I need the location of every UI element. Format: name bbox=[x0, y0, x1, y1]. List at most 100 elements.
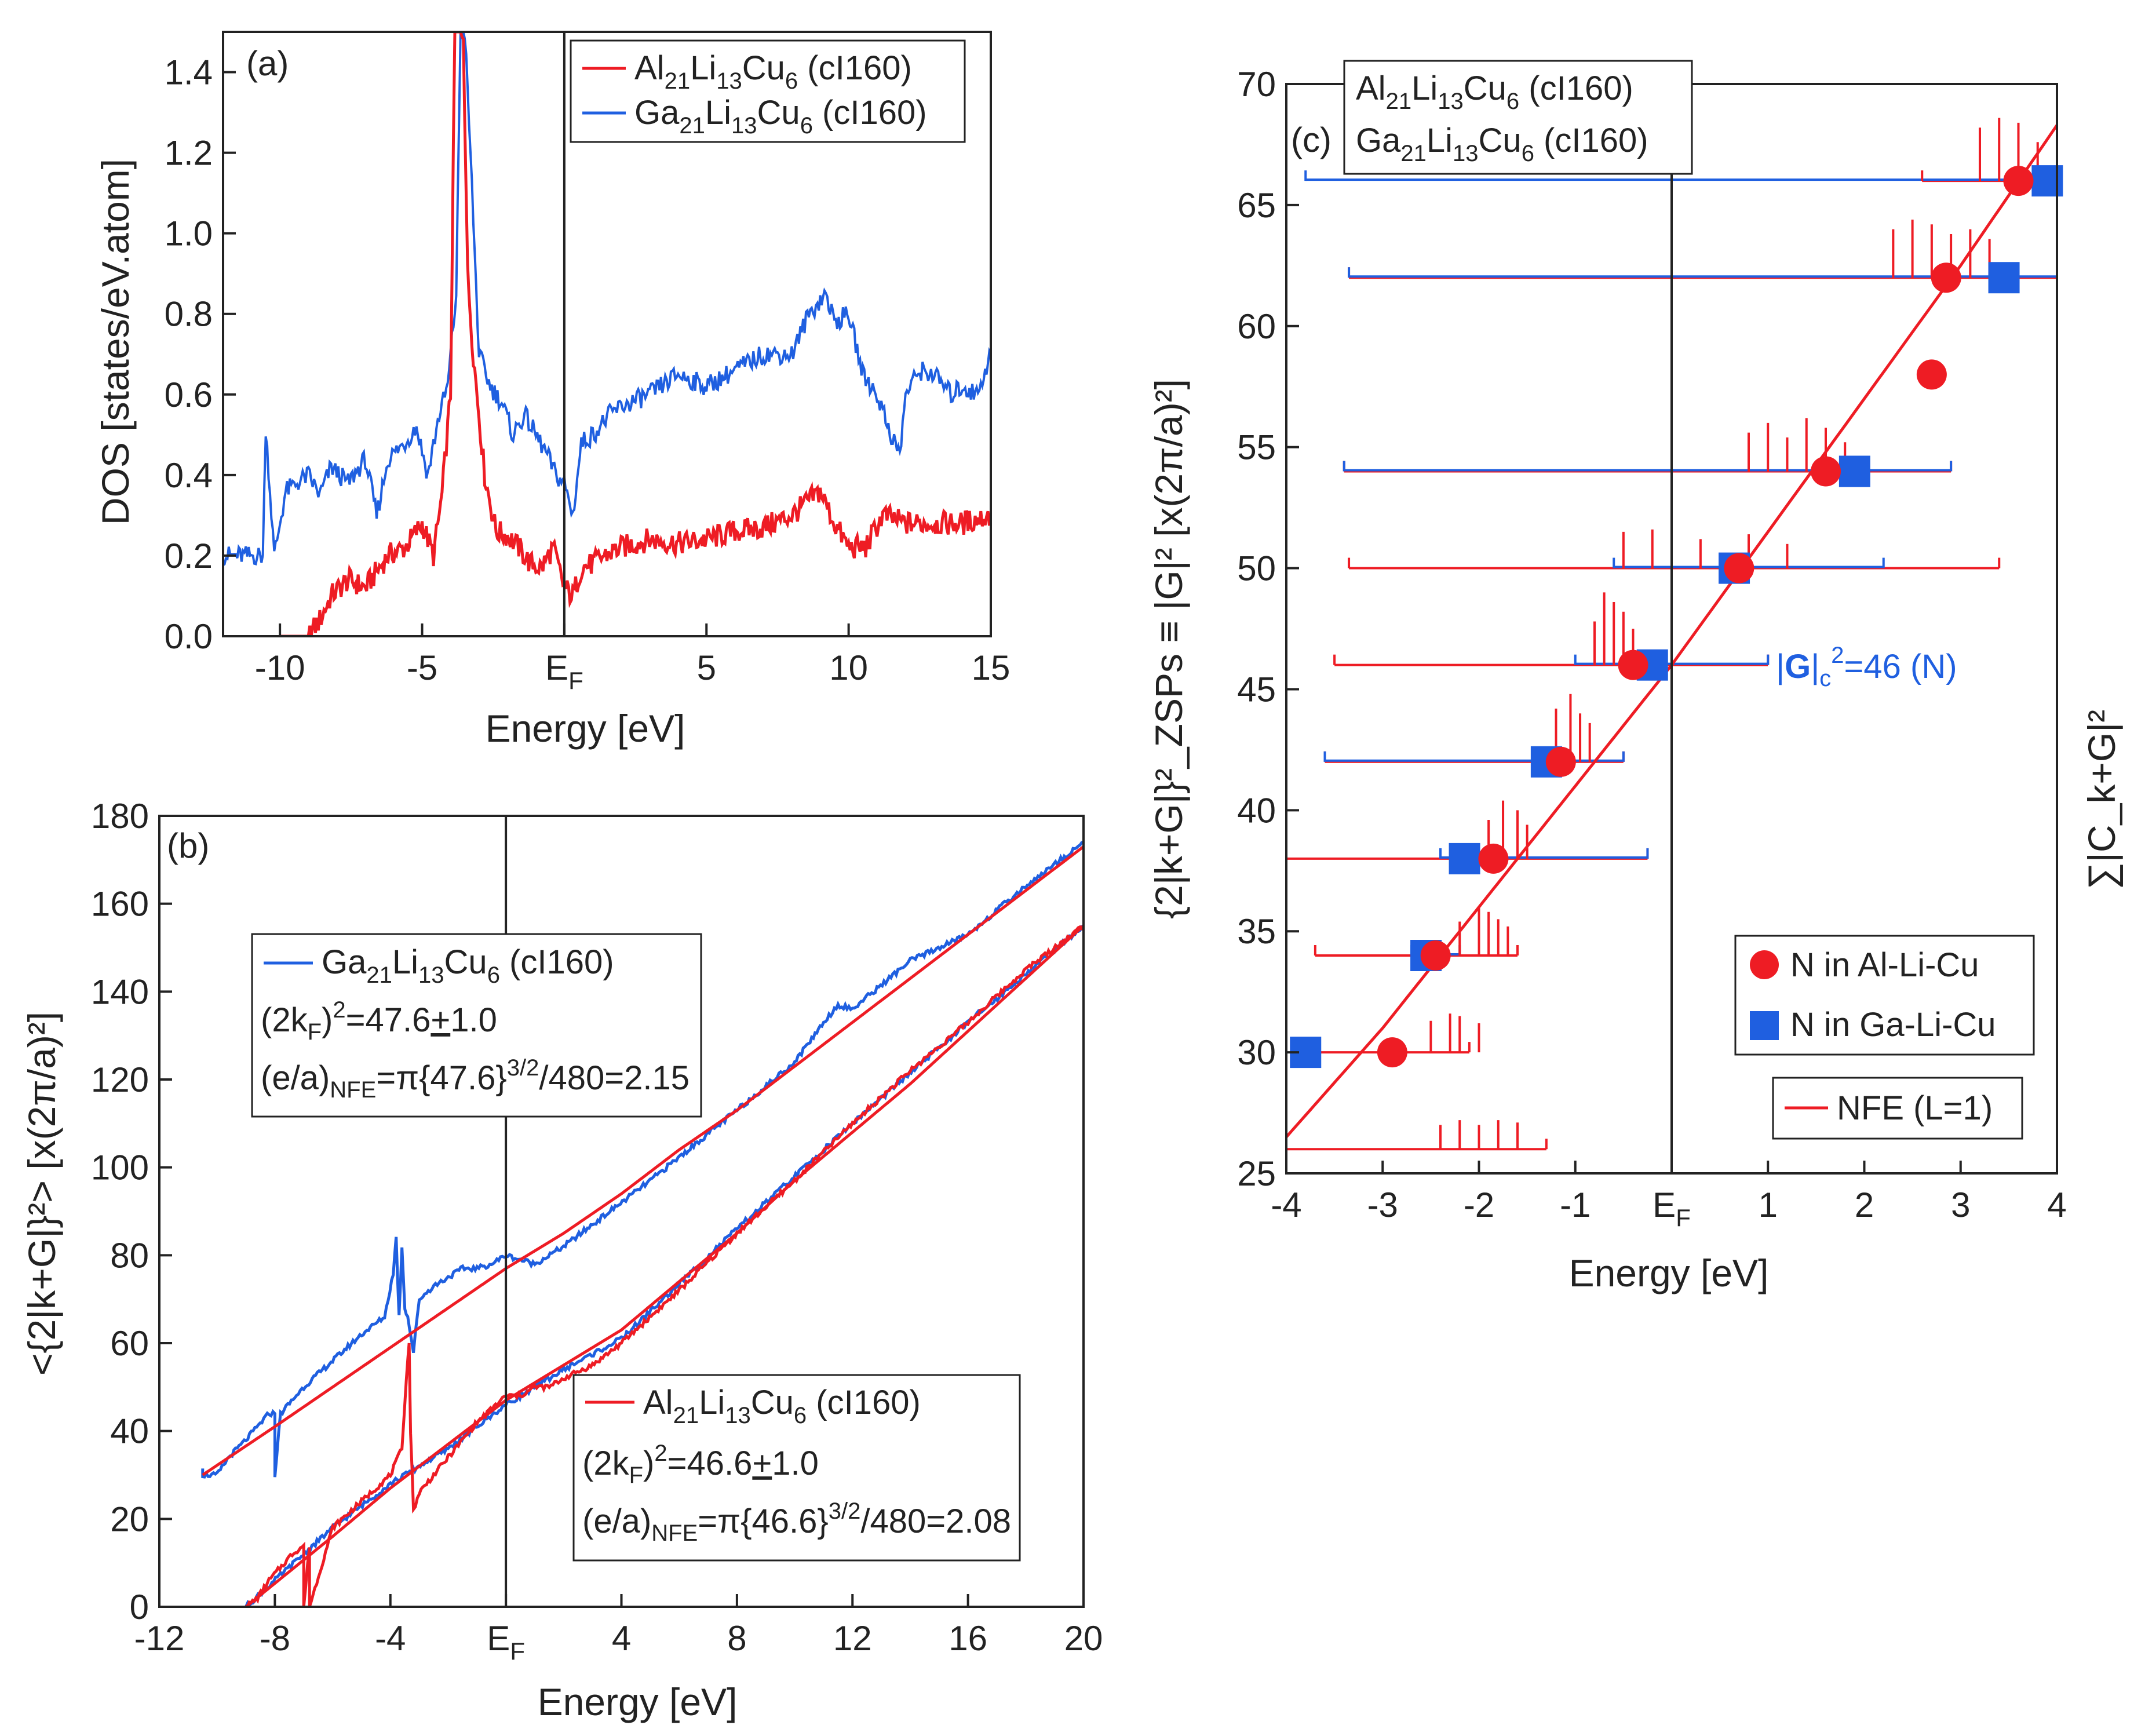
panel-b-legend-al-title: Al21Li13Cu6 (cI160) bbox=[643, 1384, 921, 1428]
x-tick-label: 20 bbox=[1064, 1619, 1103, 1658]
marker-ga bbox=[1838, 455, 1870, 487]
panel-c-markers bbox=[1290, 165, 2063, 1068]
panel-c-x-ticks: -4 -3 -2 -1 EF 1 2 3 4 bbox=[1271, 1161, 2067, 1231]
panel-c-legend-circle-marker bbox=[1750, 950, 1779, 979]
panel-a-legend-entry-blue: Ga21Li13Cu6 (cI160) bbox=[634, 94, 927, 138]
x-tick-label: -8 bbox=[260, 1619, 290, 1658]
panel-a-series-al bbox=[280, 32, 991, 636]
marker-al bbox=[1931, 262, 1961, 293]
panel-b-legend-ga: Ga21Li13Cu6 (cI160) (2kF)2=47.6+1.0 (e/a… bbox=[251, 933, 702, 1118]
x-tick-label: 1 bbox=[1759, 1186, 1778, 1224]
y-tick-label: 55 bbox=[1237, 428, 1276, 467]
x-tick-label: 15 bbox=[972, 648, 1011, 687]
panel-b-series-al-data bbox=[246, 925, 1084, 1607]
panel-a-series-ga bbox=[223, 32, 991, 567]
panel-b-legend-ga-ea: (e/a)NFE=π{47.6}3/2/480=2.15 bbox=[261, 1055, 690, 1103]
panel-c-y-ticks: 25 30 35 40 45 50 55 60 65 70 bbox=[1237, 65, 1299, 1193]
panel-a-y-ticks: 0.0 0.2 0.4 0.6 0.8 1.0 1.2 1.4 bbox=[165, 53, 236, 656]
y-tick-label: 1.4 bbox=[165, 53, 213, 92]
panel-c-title-line-1: Al21Li13Cu6 (cI160) bbox=[1356, 70, 1633, 114]
y-tick-label: 45 bbox=[1237, 670, 1276, 709]
x-tick-label: EF bbox=[1653, 1186, 1691, 1231]
y-tick-label: 60 bbox=[110, 1324, 149, 1363]
panel-b-kg-chart: -12 -8 -4 EF 4 8 12 16 20 0 20 40 60 80 100 120 140 160 1… bbox=[20, 797, 1103, 1723]
y-tick-label: 0.0 bbox=[165, 617, 213, 656]
x-tick-label: -1 bbox=[1560, 1186, 1591, 1224]
y-tick-label: 40 bbox=[1237, 791, 1276, 830]
panel-b-series-al-fit bbox=[245, 924, 1084, 1607]
marker-ga bbox=[1988, 262, 2020, 294]
panel-a-legend: Al21Li13Cu6 (cI160) Ga21Li13Cu6 (cI160) bbox=[570, 39, 966, 143]
x-tick-label: -2 bbox=[1464, 1186, 1494, 1224]
panel-c-legend-square-marker bbox=[1750, 1011, 1779, 1040]
panel-c-label: (c) bbox=[1291, 121, 1332, 159]
panel-b-series-ga-data bbox=[201, 841, 1084, 1479]
x-tick-label: -4 bbox=[375, 1619, 406, 1658]
panel-b-legend-al-kf: (2kF)2=46.6+1.0 bbox=[582, 1440, 819, 1488]
panel-b-label: (b) bbox=[167, 826, 209, 865]
y-tick-label: 120 bbox=[91, 1060, 149, 1099]
panel-c-title-line-2: Ga21Li13Cu6 (cI160) bbox=[1356, 122, 1648, 166]
y-tick-label: 35 bbox=[1237, 912, 1276, 951]
panel-c-marker-legend: N in Al-Li-Cu N in Ga-Li-Cu bbox=[1734, 935, 2035, 1056]
y-tick-label: 1.2 bbox=[165, 134, 213, 173]
panel-b-legend-al-box bbox=[572, 1374, 1021, 1562]
x-tick-label: EF bbox=[545, 648, 583, 694]
x-tick-label: 3 bbox=[1951, 1186, 1970, 1224]
marker-al bbox=[1811, 456, 1841, 487]
marker-ga bbox=[2031, 165, 2063, 197]
y-tick-label: 60 bbox=[1237, 307, 1276, 346]
y-tick-label: 80 bbox=[110, 1236, 149, 1275]
x-tick-label: 16 bbox=[949, 1619, 987, 1658]
panel-b-y-ticks: 0 20 40 60 80 100 120 140 160 180 bbox=[91, 797, 172, 1626]
panel-a-plot-frame bbox=[222, 31, 992, 637]
panel-c-title-box: Al21Li13Cu6 (cI160) Ga21Li13Cu6 (cI160) bbox=[1343, 60, 1693, 175]
y-tick-label: 30 bbox=[1237, 1033, 1276, 1072]
y-tick-label: 25 bbox=[1237, 1154, 1276, 1193]
panel-a-label: (a) bbox=[246, 44, 289, 83]
panel-c-marker-legend-box bbox=[1734, 935, 2035, 1056]
x-tick-label: EF bbox=[487, 1619, 525, 1665]
y-tick-label: 100 bbox=[91, 1148, 149, 1187]
panel-a-dos-chart: -10 -5 EF 5 10 15 0.0 0.2 0.4 0.6 0.8 1.0 1.2 1.4 (a… bbox=[94, 31, 1011, 750]
panel-a-legend-entry-red: Al21Li13Cu6 (cI160) bbox=[634, 49, 912, 94]
y-tick-label: 50 bbox=[1237, 549, 1276, 588]
panel-c-y-axis-label: {2|k+G|}²_ZSPs ≡ |G|² [x(2π/a)²] bbox=[1147, 379, 1190, 919]
y-tick-label: 0.8 bbox=[165, 295, 213, 334]
panel-c-legend-nfe: NFE (L=1) bbox=[1837, 1089, 1993, 1127]
x-tick-label: -4 bbox=[1271, 1186, 1301, 1224]
x-tick-label: -12 bbox=[134, 1619, 185, 1658]
y-tick-label: 180 bbox=[91, 797, 149, 836]
marker-al bbox=[1618, 650, 1648, 680]
marker-al bbox=[2003, 166, 2034, 196]
y-tick-label: 20 bbox=[110, 1500, 149, 1538]
panel-a-series bbox=[223, 32, 991, 636]
panel-c-legend-ga: N in Ga-Li-Cu bbox=[1790, 1006, 1996, 1044]
x-tick-label: 10 bbox=[829, 648, 868, 687]
marker-al bbox=[1724, 553, 1754, 583]
marker-al bbox=[1377, 1037, 1407, 1068]
panel-b-legend-ga-box bbox=[251, 933, 702, 1118]
panel-b-x-ticks: -12 -8 -4 EF 4 8 12 16 20 bbox=[134, 1594, 1103, 1665]
marker-ga bbox=[1449, 843, 1480, 874]
y-tick-label: 160 bbox=[91, 885, 149, 924]
x-tick-label: 5 bbox=[697, 648, 716, 687]
marker-al bbox=[1916, 359, 1947, 390]
panel-a-x-ticks: -10 -5 EF 5 10 15 bbox=[255, 623, 1011, 694]
y-tick-label: 140 bbox=[91, 972, 149, 1011]
y-tick-label: 0.2 bbox=[165, 537, 213, 575]
panel-c-title-box-frame bbox=[1343, 60, 1693, 175]
x-tick-label: -10 bbox=[255, 648, 305, 687]
panel-b-x-axis-label: Energy [eV] bbox=[538, 1680, 738, 1723]
marker-al bbox=[1478, 843, 1509, 874]
x-tick-label: 2 bbox=[1855, 1186, 1874, 1224]
y-tick-label: 70 bbox=[1237, 65, 1276, 104]
x-tick-label: 4 bbox=[612, 1619, 631, 1658]
panel-a-y-axis-label: DOS [states/eV.atom] bbox=[94, 159, 137, 525]
panel-c-gc-annotation: |G|c2=46 (N) bbox=[1776, 643, 1957, 691]
panel-c-legend-al: N in Al-Li-Cu bbox=[1790, 946, 1979, 984]
x-tick-label: 12 bbox=[833, 1619, 872, 1658]
y-tick-label: 0 bbox=[130, 1588, 149, 1626]
panel-b-legend-al: Al21Li13Cu6 (cI160) (2kF)2=46.6+1.0 (e/a… bbox=[572, 1374, 1021, 1562]
